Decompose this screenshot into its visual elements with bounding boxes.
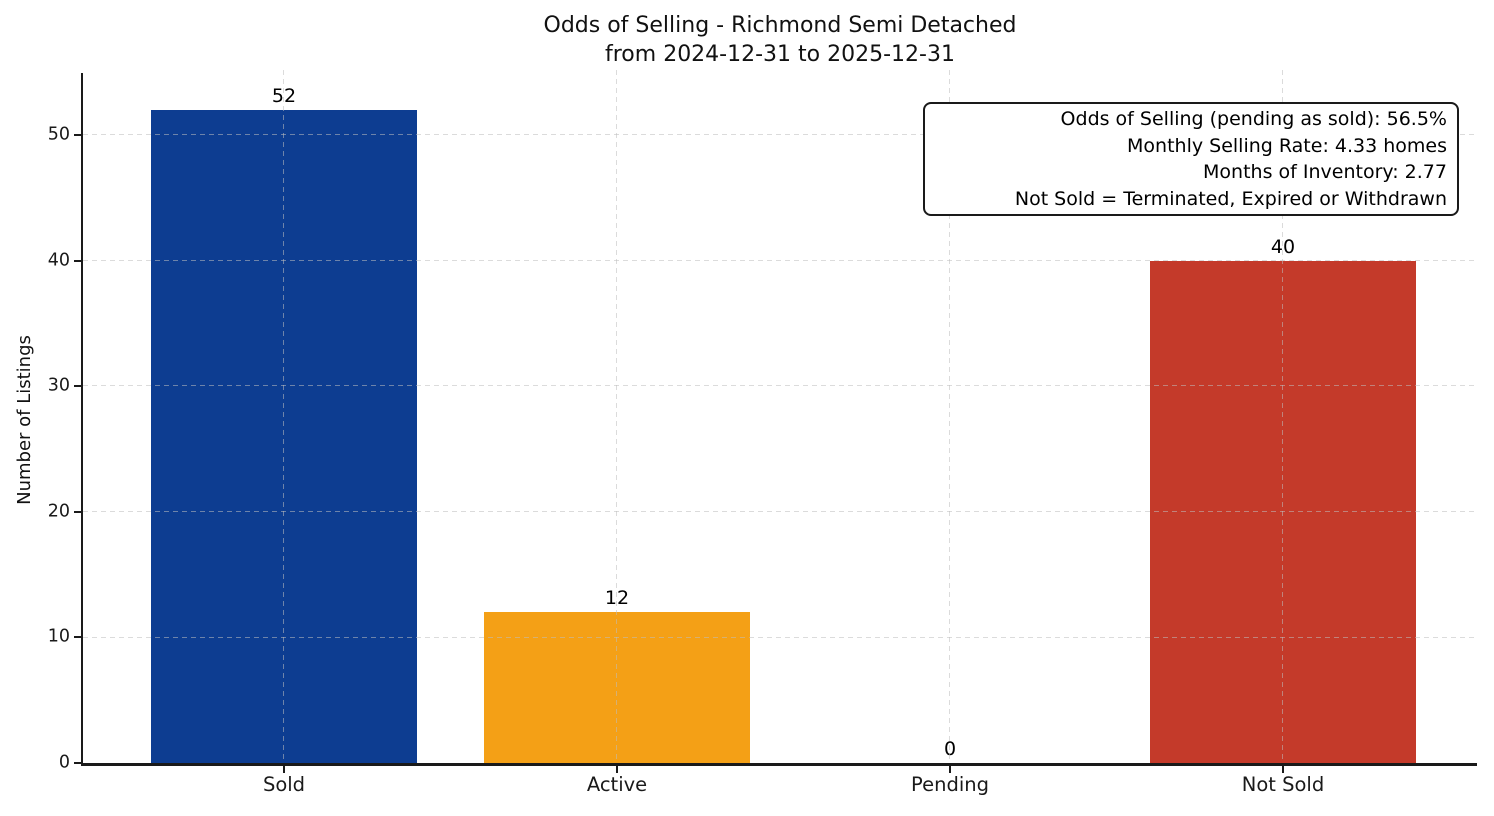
y-tick-label: 40: [47, 250, 70, 271]
h-gridline-10: [83, 637, 1477, 638]
bar-sold: [151, 109, 417, 763]
bar-value-label: 52: [271, 84, 297, 107]
h-gridline-30: [83, 385, 1477, 386]
h-gridline-50: [83, 134, 1477, 135]
y-tick-mark: [74, 134, 83, 136]
v-gridline-not-sold: [1282, 70, 1283, 763]
x-tick-label-sold: Sold: [262, 773, 306, 796]
chart-title: Odds of Selling - Richmond Semi Detached…: [83, 11, 1477, 69]
y-tick-mark: [74, 511, 83, 513]
x-tick-label-pending: Pending: [911, 773, 989, 796]
v-gridline-sold: [283, 70, 284, 763]
y-axis-spine: [80, 73, 83, 766]
x-tick-mark: [1282, 765, 1284, 773]
annotation-monthly-selling-rate: Monthly Selling Rate: 4.33 homes: [1127, 134, 1447, 157]
chart-title-line1: Odds of Selling - Richmond Semi Detached: [543, 13, 1017, 38]
v-gridline-pending: [949, 70, 950, 763]
chart-title-line2: from 2024-12-31 to 2025-12-31: [605, 42, 955, 67]
annotation-box: Odds of Selling (pending as sold): 56.5%…: [923, 102, 1459, 216]
y-axis-label: Number of Listings: [14, 335, 35, 505]
annotation-odds-of-selling: Odds of Selling (pending as sold): 56.5%: [1060, 108, 1447, 130]
bar-value-label: 12: [604, 587, 630, 610]
h-gridline-20: [83, 511, 1477, 512]
y-tick-label: 20: [47, 501, 70, 522]
bar-value-label: 0: [943, 738, 957, 760]
y-tick-mark: [74, 636, 83, 638]
x-tick-mark: [616, 765, 618, 773]
y-tick-mark: [74, 385, 83, 387]
bar-active: [484, 612, 750, 763]
x-tick-label-active: Active: [586, 773, 648, 796]
y-tick-label: 30: [47, 375, 70, 396]
h-gridline-40: [83, 260, 1477, 261]
bar-value-label: 40: [1270, 235, 1296, 258]
y-tick-label: 10: [47, 626, 70, 647]
x-tick-mark: [283, 765, 285, 773]
bar-group-active: 12: [451, 70, 783, 763]
x-axis-spine: [80, 763, 1477, 766]
annotation-months-of-inventory: Months of Inventory: 2.77: [1203, 161, 1447, 183]
bar-group-pending: 0: [784, 70, 1116, 763]
x-tick-label-not-sold: Not Sold: [1241, 773, 1325, 796]
y-tick-label: 50: [47, 124, 70, 145]
v-gridline-active: [616, 70, 617, 763]
y-tick-mark: [74, 762, 83, 764]
annotation-not-sold-definition: Not Sold = Terminated, Expired or Withdr…: [1014, 187, 1447, 210]
y-tick-label: 0: [58, 752, 70, 773]
bar-group-sold: 52: [118, 70, 450, 763]
x-tick-mark: [949, 765, 951, 773]
plot-area: 52 12 0 40: [80, 70, 1477, 766]
y-tick-mark: [74, 260, 83, 262]
